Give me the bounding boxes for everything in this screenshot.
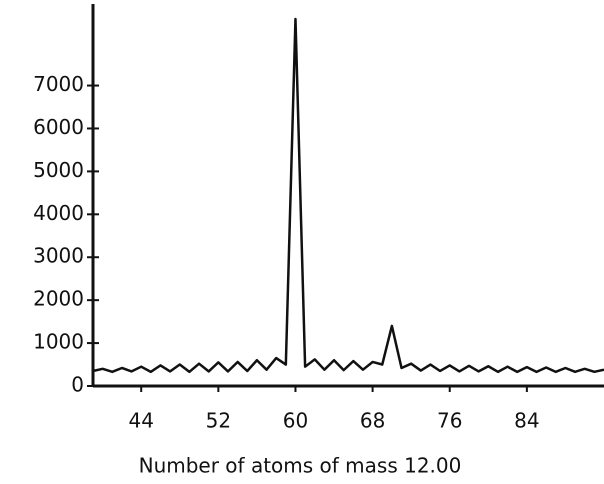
x-tick-label: 84: [514, 409, 539, 433]
y-tick-label: 2000: [33, 287, 84, 311]
x-tick-label: 44: [128, 409, 153, 433]
y-tick-label: 1000: [33, 330, 84, 354]
spectrum-line: [92, 17, 604, 374]
x-tick-label: 52: [206, 409, 231, 433]
y-tick-label: 7000: [33, 72, 84, 96]
x-axis-label: Number of atoms of mass 12.00: [139, 454, 462, 478]
y-tick-label: 4000: [33, 201, 84, 225]
y-tick-label: 0: [71, 373, 84, 397]
x-tick-label: 76: [437, 409, 462, 433]
y-tick-label: 3000: [33, 244, 84, 268]
x-tick-label: 60: [283, 409, 308, 433]
x-tick-label: 68: [360, 409, 385, 433]
y-tick-label: 5000: [33, 158, 84, 182]
y-tick-label: 6000: [33, 115, 84, 139]
